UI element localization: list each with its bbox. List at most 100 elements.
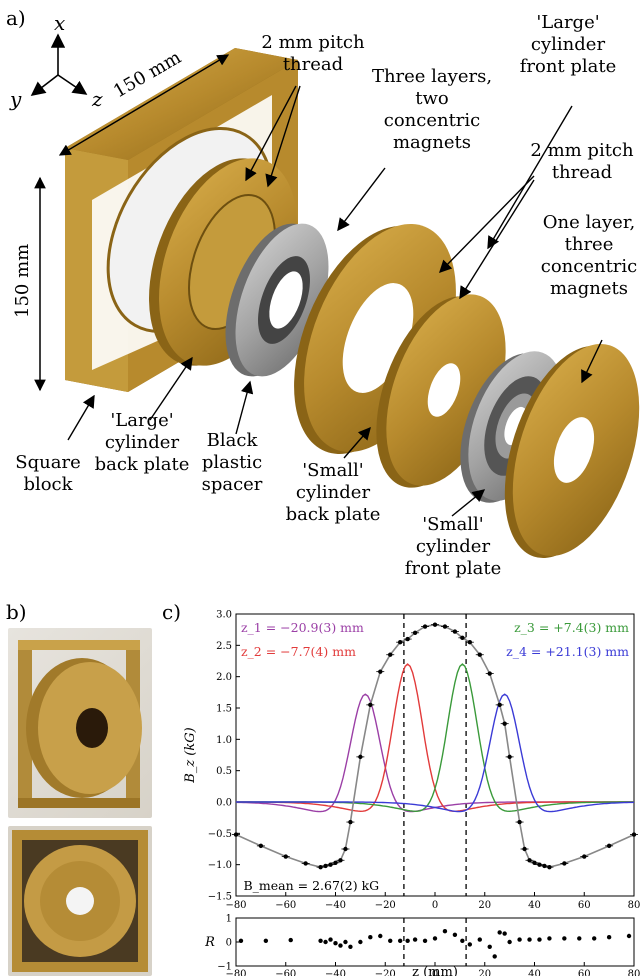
measured-point	[606, 843, 612, 849]
residual-point	[318, 938, 323, 943]
top-x-tick-label: −40	[325, 900, 346, 911]
series-curve-3	[236, 663, 634, 813]
measured-point	[412, 630, 418, 635]
residual-point	[333, 941, 338, 946]
top-y-tick-label: 2.5	[216, 641, 232, 652]
residual-point	[432, 936, 438, 941]
b-mean-annotation: B_mean = 2.67(2) kG	[243, 878, 379, 893]
measured-point	[432, 622, 438, 627]
bottom-x-tick-label: 40	[528, 969, 541, 976]
label-small-back-plate: 'Small' cylinder back plate	[285, 460, 381, 525]
label-three-layers: Three layers, two concentric magnets	[371, 66, 493, 153]
measured-point	[303, 861, 308, 866]
residual-point	[592, 936, 597, 941]
residual-point	[405, 938, 410, 943]
residual-point	[577, 936, 582, 941]
residual-point	[477, 937, 482, 942]
measured-point	[467, 640, 473, 645]
series-curve-1	[235, 693, 634, 813]
measured-point	[532, 860, 537, 865]
measured-point	[348, 819, 353, 825]
top-x-tick-label: 60	[578, 900, 591, 911]
top-y-axis-label: B_z (kG)	[183, 727, 198, 783]
axis-x-label: x	[54, 11, 65, 35]
top-x-tick-label: −20	[375, 900, 396, 911]
magnetic-field-chart: −80 −80 −60 −60 −40 −40 −20 −20 0 0 20 20 40 40 60 60 80…	[183, 610, 641, 977]
bottom-x-axis-label: z (mm)	[412, 965, 458, 976]
dimension-height: 150 mm	[12, 244, 33, 318]
residual-point	[527, 937, 532, 942]
residual-point	[323, 939, 328, 945]
residual-point	[626, 933, 632, 939]
label-pitch-thread-1: 2 mm pitch thread	[261, 32, 365, 75]
residual-point	[263, 938, 269, 943]
measured-point	[233, 832, 239, 837]
residual-point	[547, 936, 552, 941]
bottom-y-tick-label: −1	[217, 962, 232, 973]
measured-point	[477, 652, 482, 657]
top-x-tick-label: 80	[628, 900, 641, 911]
residual-point	[397, 938, 403, 943]
bottom-x-tick-label: −20	[375, 969, 396, 976]
measured-point	[487, 671, 492, 676]
measured-point	[452, 629, 458, 634]
residual-point	[288, 937, 293, 943]
measured-point	[388, 652, 393, 657]
measured-point	[422, 624, 428, 629]
top-y-tick-label: −1.0	[208, 860, 232, 871]
residual-point	[328, 937, 333, 942]
residual-point	[606, 935, 612, 940]
measured-point	[397, 640, 403, 645]
residual-point	[492, 954, 497, 959]
top-y-tick-label: −1.5	[208, 892, 232, 903]
residual-point	[388, 938, 393, 943]
residual-point	[562, 936, 567, 941]
measured-point	[631, 832, 637, 837]
top-x-tick-label: 20	[478, 900, 491, 911]
bottom-y-tick-label: 0	[226, 938, 232, 949]
legend-entry-4: z_4 = +21.1(3) mm	[506, 644, 629, 659]
residual-point	[343, 939, 348, 945]
residual-point	[378, 933, 383, 939]
axis-y-label: y	[9, 87, 22, 111]
measured-point	[368, 702, 373, 708]
panel-a-label: a)	[6, 6, 26, 30]
label-pitch-thread-2: 2 mm pitch thread	[530, 140, 634, 183]
top-y-tick-label: 1.5	[216, 704, 232, 715]
bottom-x-tick-label: 60	[578, 969, 591, 976]
residual-point	[502, 931, 507, 936]
label-square-block: Square block	[15, 452, 81, 495]
top-y-tick-label: 1.0	[216, 735, 232, 746]
measured-point	[343, 846, 348, 852]
label-small-front-plate: 'Small' cylinder front plate	[404, 514, 502, 579]
residual-point	[487, 944, 492, 949]
measured-point	[283, 854, 288, 859]
label-large-back-plate: 'Large' cylinder back plate	[94, 410, 190, 475]
measured-point	[517, 819, 522, 825]
residual-point	[467, 942, 473, 947]
assembly-photo-side	[8, 628, 152, 818]
measured-point	[507, 754, 512, 760]
measured-point	[328, 862, 333, 867]
residual-point	[422, 938, 428, 943]
small-cylinder-front-plate	[504, 343, 640, 559]
exploded-assembly-drawing: x y z 150 mm 150 mm	[9, 11, 640, 559]
top-x-tick-label: −80	[225, 900, 246, 911]
bottom-x-tick-label: 80	[628, 969, 641, 976]
legend-entry-3: z_3 = +7.4(3) mm	[514, 620, 629, 635]
legend-entry-1: z_1 = −20.9(3) mm	[241, 620, 364, 635]
residual-point	[537, 937, 542, 942]
top-y-tick-label: 2.0	[216, 672, 232, 683]
residual-point	[452, 932, 458, 937]
residual-point	[442, 929, 448, 934]
residual-point	[517, 937, 522, 942]
label-one-layer: One layer, three concentric magnets	[540, 212, 638, 299]
measured-point	[338, 858, 343, 863]
measured-point	[497, 702, 502, 708]
top-x-tick-label: 40	[528, 900, 541, 911]
measured-point	[562, 861, 567, 866]
measured-point	[333, 860, 338, 865]
measured-point	[582, 854, 587, 859]
measured-point	[405, 636, 410, 642]
top-y-tick-label: 0.5	[216, 766, 232, 777]
